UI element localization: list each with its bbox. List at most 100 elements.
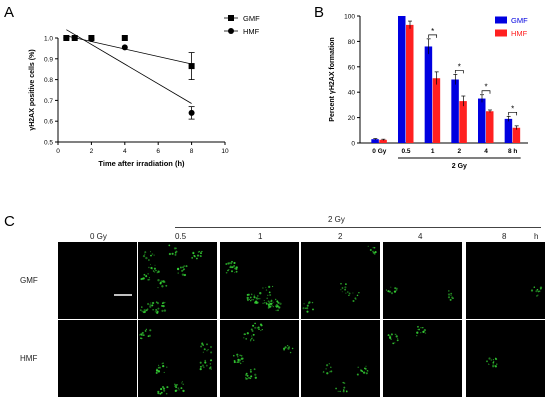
focus-dot — [199, 361, 202, 364]
focus-dot — [171, 252, 174, 255]
focus-dot — [237, 356, 239, 358]
focus-dot — [225, 271, 228, 274]
x-axis-label: Time after irradiation (h) — [98, 159, 185, 168]
bar-hmf — [486, 111, 494, 143]
focus-dot — [239, 359, 241, 362]
focus-dot — [183, 273, 187, 277]
focus-dot — [418, 328, 420, 331]
focus-dot — [235, 267, 238, 271]
significance-mark: * — [484, 83, 487, 92]
x-tick-label: 4 — [484, 148, 488, 155]
column-label-0-5: 0.5 — [175, 232, 187, 241]
y-tick-label: 0.5 — [44, 140, 53, 147]
data-point-gmf — [121, 35, 128, 41]
focus-dot — [344, 286, 347, 289]
focus-dot — [496, 363, 498, 365]
focus-dot — [141, 277, 144, 280]
micrograph-gmf-0gy — [58, 242, 137, 319]
focus-dot — [539, 290, 541, 292]
focus-dot — [249, 339, 252, 342]
focus-dot — [168, 244, 171, 247]
focus-dot — [249, 369, 252, 371]
focus-dot — [259, 298, 261, 300]
foci-layer — [322, 363, 369, 393]
group-bracket-line — [175, 227, 541, 228]
focus-dot — [163, 389, 166, 392]
focus-dot — [165, 284, 168, 287]
data-point-hmf — [121, 44, 128, 51]
focus-dot — [348, 292, 351, 295]
focus-dot — [264, 302, 266, 304]
focus-dot — [265, 287, 267, 289]
focus-dot — [450, 294, 452, 296]
x-tick-label: 0.5 — [401, 148, 410, 155]
focus-dot — [141, 310, 143, 312]
focus-dot — [392, 342, 395, 345]
focus-dot — [155, 369, 159, 372]
focus-dot — [145, 256, 148, 260]
focus-dot — [203, 366, 205, 368]
focus-dot — [275, 303, 279, 307]
focus-dot — [348, 294, 350, 297]
column-label-2: 2 — [338, 232, 343, 241]
focus-dot — [162, 280, 165, 282]
significance-bracket — [454, 70, 464, 74]
x-tick-label: 1 — [431, 148, 435, 155]
focus-dot — [147, 335, 150, 338]
focus-dot — [140, 337, 142, 339]
focus-dot — [343, 386, 346, 389]
focus-dot — [163, 371, 165, 373]
focus-dot — [284, 346, 287, 349]
focus-dot — [166, 386, 169, 389]
focus-dot — [267, 303, 270, 306]
focus-dot — [174, 253, 177, 256]
focus-dot — [235, 270, 238, 273]
focus-dot — [157, 392, 160, 395]
focus-dot — [492, 361, 495, 364]
focus-dot — [256, 327, 258, 329]
focus-dot — [239, 354, 241, 356]
focus-dot — [253, 339, 255, 341]
focus-dot — [253, 296, 256, 299]
focus-dot — [354, 297, 357, 300]
focus-dot — [183, 274, 185, 276]
focus-dot — [344, 288, 346, 291]
focus-dot — [204, 359, 206, 362]
focus-dot — [352, 300, 354, 302]
focus-dot — [268, 285, 271, 289]
focus-dot — [291, 347, 294, 350]
focus-dot — [252, 299, 254, 301]
micrograph-gmf-8 — [466, 242, 545, 319]
focus-dot — [337, 390, 339, 392]
focus-dot — [372, 250, 374, 253]
focus-dot — [206, 350, 208, 352]
focus-dot — [307, 302, 310, 305]
focus-dot — [306, 307, 309, 310]
focus-dot — [420, 332, 422, 334]
focus-dot — [271, 304, 273, 306]
focus-dot — [143, 308, 146, 312]
focus-dot — [250, 328, 253, 331]
focus-dot — [157, 279, 160, 282]
focus-dot — [273, 301, 275, 303]
focus-dot — [151, 301, 155, 305]
focus-dot — [162, 364, 165, 368]
focus-dot — [372, 246, 375, 249]
focus-dot — [150, 254, 152, 257]
focus-dot — [388, 290, 391, 293]
focus-dot — [199, 368, 202, 371]
focus-dot — [342, 390, 344, 393]
focus-dot — [256, 301, 259, 304]
focus-dot — [345, 292, 347, 294]
focus-dot — [155, 269, 157, 272]
y-tick-label: 80 — [348, 39, 356, 46]
x-tick-label: 2 — [458, 148, 462, 155]
focus-dot — [269, 305, 272, 308]
microscopy-panel: 2 Gy 0 Gy 0.5 1 2 4 8 h GMF HMF — [0, 205, 550, 401]
focus-dot — [262, 302, 264, 304]
focus-dot — [416, 326, 419, 328]
focus-dot — [151, 253, 154, 255]
focus-dot — [267, 300, 270, 303]
focus-dot — [178, 389, 180, 391]
focus-dot — [267, 294, 269, 296]
